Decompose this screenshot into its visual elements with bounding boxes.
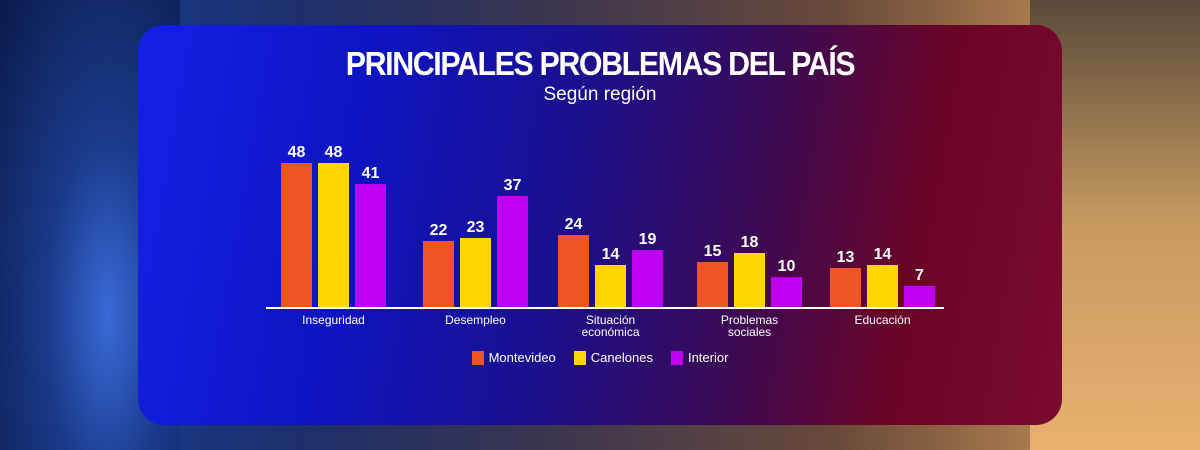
legend-label: Montevideo [488, 350, 556, 365]
category-label: Desempleo [445, 313, 506, 327]
bar-montevideo [558, 235, 589, 307]
data-label: 22 [430, 222, 448, 239]
category-label: económica [581, 325, 639, 339]
bar-interior [497, 196, 528, 307]
data-label: 13 [837, 249, 855, 266]
data-label: 14 [874, 246, 892, 263]
legend-item: Montevideo [471, 350, 556, 365]
bar-canelones [460, 238, 491, 307]
legend-label: Canelones [590, 350, 653, 365]
bar-interior [771, 277, 802, 307]
data-label: 10 [778, 258, 796, 275]
bar-interior [904, 286, 935, 307]
data-label: 48 [288, 144, 306, 161]
category-label: sociales [728, 325, 771, 339]
bar-montevideo [697, 262, 728, 307]
bar-montevideo [281, 163, 312, 307]
chart-subtitle: Según región [543, 84, 657, 105]
legend-swatch [670, 350, 683, 365]
legend-label: Interior [687, 350, 729, 365]
data-label: 48 [325, 144, 343, 161]
data-label: 41 [362, 165, 380, 182]
bar-montevideo [830, 268, 861, 307]
bar-interior [632, 250, 663, 307]
bar-canelones [318, 163, 349, 307]
data-label: 7 [915, 267, 924, 284]
bar-interior [355, 184, 386, 307]
legend: Montevideo Canelones Interior [0, 350, 1200, 365]
data-label: 19 [639, 231, 657, 248]
data-label: 37 [504, 177, 522, 194]
legend-item: Interior [670, 350, 729, 365]
bar-canelones [595, 265, 626, 307]
bar-montevideo [423, 241, 454, 307]
legend-swatch [573, 350, 586, 365]
chart-title: PRINCIPALES PROBLEMAS DEL PAÍS [345, 45, 856, 82]
legend-item: Canelones [573, 350, 653, 365]
category-label: Problemas [721, 313, 778, 327]
category-label: Inseguridad [302, 313, 365, 327]
data-label: 23 [467, 219, 485, 236]
bar-canelones [867, 265, 898, 307]
data-label: 15 [704, 243, 722, 260]
data-label: 14 [602, 246, 620, 263]
category-label: Educación [854, 313, 910, 327]
category-label: Situación [586, 313, 635, 327]
legend-swatch [471, 350, 484, 365]
bar-canelones [734, 253, 765, 307]
data-label: 24 [565, 216, 583, 233]
data-label: 18 [741, 234, 759, 251]
